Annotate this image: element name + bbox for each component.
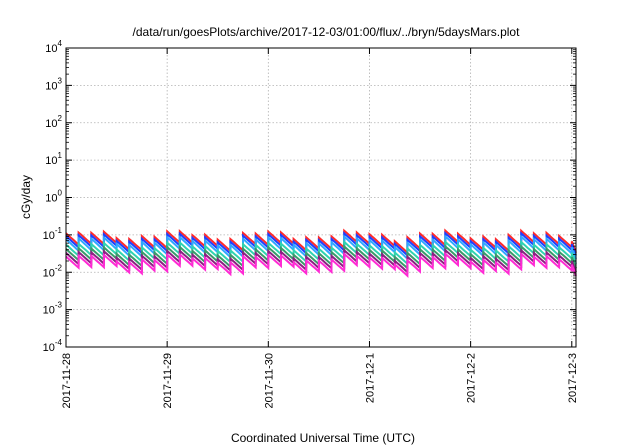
chart-title: /data/run/goesPlots/archive/2017-12-03/0… [133, 25, 521, 39]
series-group [65, 228, 577, 278]
x-tick-labels: 2017-11-28 2017-11-29 2017-11-30 2017-12-1 2… [61, 353, 579, 408]
x-tick-label: 2017-12-2 [466, 353, 478, 403]
plot-frame [65, 47, 577, 348]
y-tick-label: 10-4 [43, 338, 63, 354]
x-tick-label: 2017-11-30 [263, 353, 275, 408]
y-tick-label: 102 [45, 114, 62, 130]
y-tick-label: 10-1 [43, 226, 63, 242]
y-tick-label: 10-2 [43, 263, 63, 279]
x-tick-label: 2017-11-29 [162, 353, 174, 408]
series-line [65, 251, 577, 278]
y-tick-labels: 104 103 102 101 100 10-1 10-2 10-3 10-4 [43, 39, 63, 354]
ticks [65, 47, 576, 348]
y-axis-label: cGy/day [19, 175, 33, 219]
x-tick-label: 2017-12-1 [364, 353, 376, 403]
x-tick-label: 2017-12-3 [567, 353, 579, 403]
x-axis-label: Coordinated Universal Time (UTC) [231, 431, 415, 445]
y-tick-label: 101 [45, 151, 62, 167]
grid [65, 48, 576, 347]
y-tick-label: 104 [45, 39, 62, 55]
y-tick-label: 10-3 [43, 301, 63, 317]
y-tick-label: 100 [45, 189, 62, 205]
y-tick-label: 103 [45, 76, 62, 92]
x-tick-label: 2017-11-28 [61, 353, 73, 408]
